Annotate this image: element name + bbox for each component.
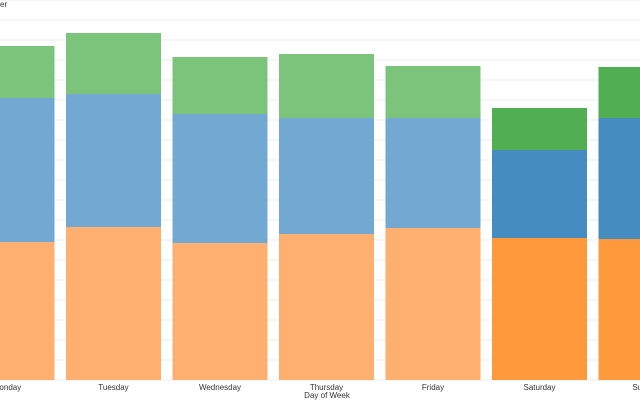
x-tick-label: Monday: [0, 383, 21, 392]
chart-title: er: [0, 0, 7, 9]
bar-segment: [492, 150, 587, 238]
bar-segment: [0, 46, 55, 98]
bar-segment: [0, 242, 55, 380]
bar-segment: [385, 118, 481, 228]
bar-segment: [172, 243, 268, 380]
bar-segment: [279, 54, 374, 118]
bar-segment: [385, 66, 481, 118]
x-tick-label: Wednesday: [199, 383, 241, 392]
bar-segment: [492, 108, 587, 150]
x-tick-label: Friday: [422, 383, 444, 392]
x-axis-label: Day of Week: [304, 391, 351, 400]
bar-segment: [598, 118, 640, 239]
x-tick-label: Sunday: [632, 383, 640, 392]
bar-segment: [279, 118, 374, 234]
bar-segment: [492, 238, 587, 380]
x-tick-label: Tuesday: [98, 383, 128, 392]
bar-segment: [598, 67, 640, 118]
x-tick-label: Thursday: [310, 383, 343, 392]
bar-segment: [0, 98, 55, 242]
bar-segment: [66, 94, 161, 227]
bar-segment: [66, 227, 161, 380]
bar-segment: [279, 234, 374, 380]
bar-segment: [172, 57, 268, 114]
bar-segment: [598, 239, 640, 380]
x-tick-label: Saturday: [523, 383, 555, 392]
bar-segment: [66, 33, 161, 94]
bar-segment: [385, 228, 481, 380]
bar-segment: [172, 114, 268, 243]
